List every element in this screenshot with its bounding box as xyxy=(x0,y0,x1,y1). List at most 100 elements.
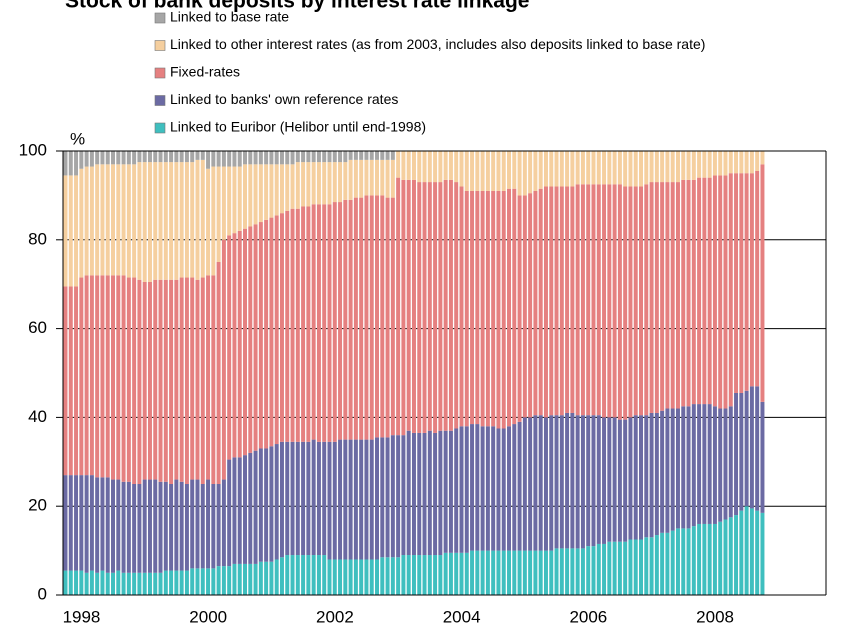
bar-segment xyxy=(359,559,364,595)
bar-segment xyxy=(295,162,300,209)
bar-segment xyxy=(121,275,126,482)
bar-segment xyxy=(301,441,306,556)
bar-segment xyxy=(459,186,464,427)
bar-segment xyxy=(200,484,205,569)
bar-segment xyxy=(602,184,607,418)
bar-segment xyxy=(306,555,311,595)
bar-segment xyxy=(74,570,79,595)
bar-segment xyxy=(580,151,585,185)
bar-segment xyxy=(322,441,327,556)
bar-segment xyxy=(517,151,522,196)
bar-segment xyxy=(364,559,369,595)
bar-segment xyxy=(359,159,364,198)
legend-swatch xyxy=(154,12,166,24)
bar-segment xyxy=(380,437,385,558)
bar-segment xyxy=(607,151,612,185)
bar-segment xyxy=(760,151,765,165)
bar-segment xyxy=(501,550,506,595)
bar-segment xyxy=(612,151,617,185)
bar-segment xyxy=(739,392,744,511)
bar-segment xyxy=(169,151,174,163)
bar-segment xyxy=(237,563,242,595)
bar-segment xyxy=(285,555,290,595)
bar-segment xyxy=(295,151,300,163)
bar-segment xyxy=(707,177,712,405)
bar-segment xyxy=(480,426,485,551)
bar-segment xyxy=(95,572,100,595)
bar-segment xyxy=(760,164,765,402)
bar-segment xyxy=(221,479,226,567)
bar-segment xyxy=(338,151,343,163)
bar-segment xyxy=(163,570,168,595)
bar-segment xyxy=(126,277,131,482)
bar-segment xyxy=(639,415,643,540)
bar-segment xyxy=(496,428,501,551)
bar-segment xyxy=(132,164,137,278)
bar-segment xyxy=(480,151,485,191)
bar-segment xyxy=(338,559,343,595)
bar-segment xyxy=(105,275,110,478)
bar-segment xyxy=(443,179,448,431)
bar-segment xyxy=(390,159,395,198)
bar-segment xyxy=(390,557,395,595)
bar-segment xyxy=(480,550,485,595)
bar-segment xyxy=(322,151,327,163)
bar-segment xyxy=(728,173,733,407)
bar-segment xyxy=(216,484,221,567)
bar-segment xyxy=(206,168,211,276)
bar-segment xyxy=(554,186,559,416)
bar-segment xyxy=(427,182,432,431)
bar-segment xyxy=(602,151,607,185)
bar-segment xyxy=(68,286,73,476)
legend-swatch xyxy=(154,40,166,51)
bar-segment xyxy=(475,151,480,191)
bar-segment xyxy=(269,561,274,595)
bar-segment xyxy=(195,568,200,595)
bar-segment xyxy=(227,151,232,167)
bar-segment xyxy=(575,184,580,416)
bar-segment xyxy=(697,151,702,178)
bar-segment xyxy=(744,390,749,507)
bar-segment xyxy=(158,279,163,482)
bar-segment xyxy=(485,426,490,551)
bar-segment xyxy=(691,151,696,180)
bar-segment xyxy=(691,526,696,595)
bar-segment xyxy=(691,179,696,405)
bar-segment xyxy=(443,151,448,180)
y-tick-label: 80 xyxy=(28,229,47,248)
bar-segment xyxy=(274,215,279,445)
bar-segment xyxy=(543,186,548,418)
bar-segment xyxy=(723,519,728,595)
bar-segment xyxy=(116,570,121,595)
bar-segment xyxy=(211,151,216,167)
bar-segment xyxy=(475,550,480,595)
bar-segment xyxy=(174,570,179,595)
bar-segment xyxy=(628,186,633,418)
bar-segment xyxy=(665,151,670,183)
bar-segment xyxy=(327,162,332,205)
bar-segment xyxy=(422,432,427,556)
bar-segment xyxy=(264,219,269,449)
bar-segment xyxy=(111,275,115,480)
bar-segment xyxy=(216,262,221,484)
bar-segment xyxy=(264,448,269,562)
bar-segment xyxy=(89,570,94,595)
bar-segment xyxy=(580,415,585,549)
bar-segment xyxy=(670,530,675,595)
bar-segment xyxy=(470,424,475,551)
bar-segment xyxy=(147,572,152,595)
bar-segment xyxy=(348,559,353,595)
bar-segment xyxy=(596,543,601,595)
bar-segment xyxy=(153,162,158,280)
bar-segment xyxy=(216,166,221,262)
bar-segment xyxy=(179,277,184,482)
bar-segment xyxy=(470,151,475,191)
bar-segment xyxy=(195,279,200,480)
bar-segment xyxy=(723,151,728,176)
bar-segment xyxy=(417,555,422,595)
bar-segment xyxy=(385,557,390,595)
bar-segment xyxy=(591,415,596,547)
bar-segment xyxy=(174,479,179,571)
bar-segment xyxy=(617,419,622,542)
bar-segment xyxy=(322,555,327,595)
